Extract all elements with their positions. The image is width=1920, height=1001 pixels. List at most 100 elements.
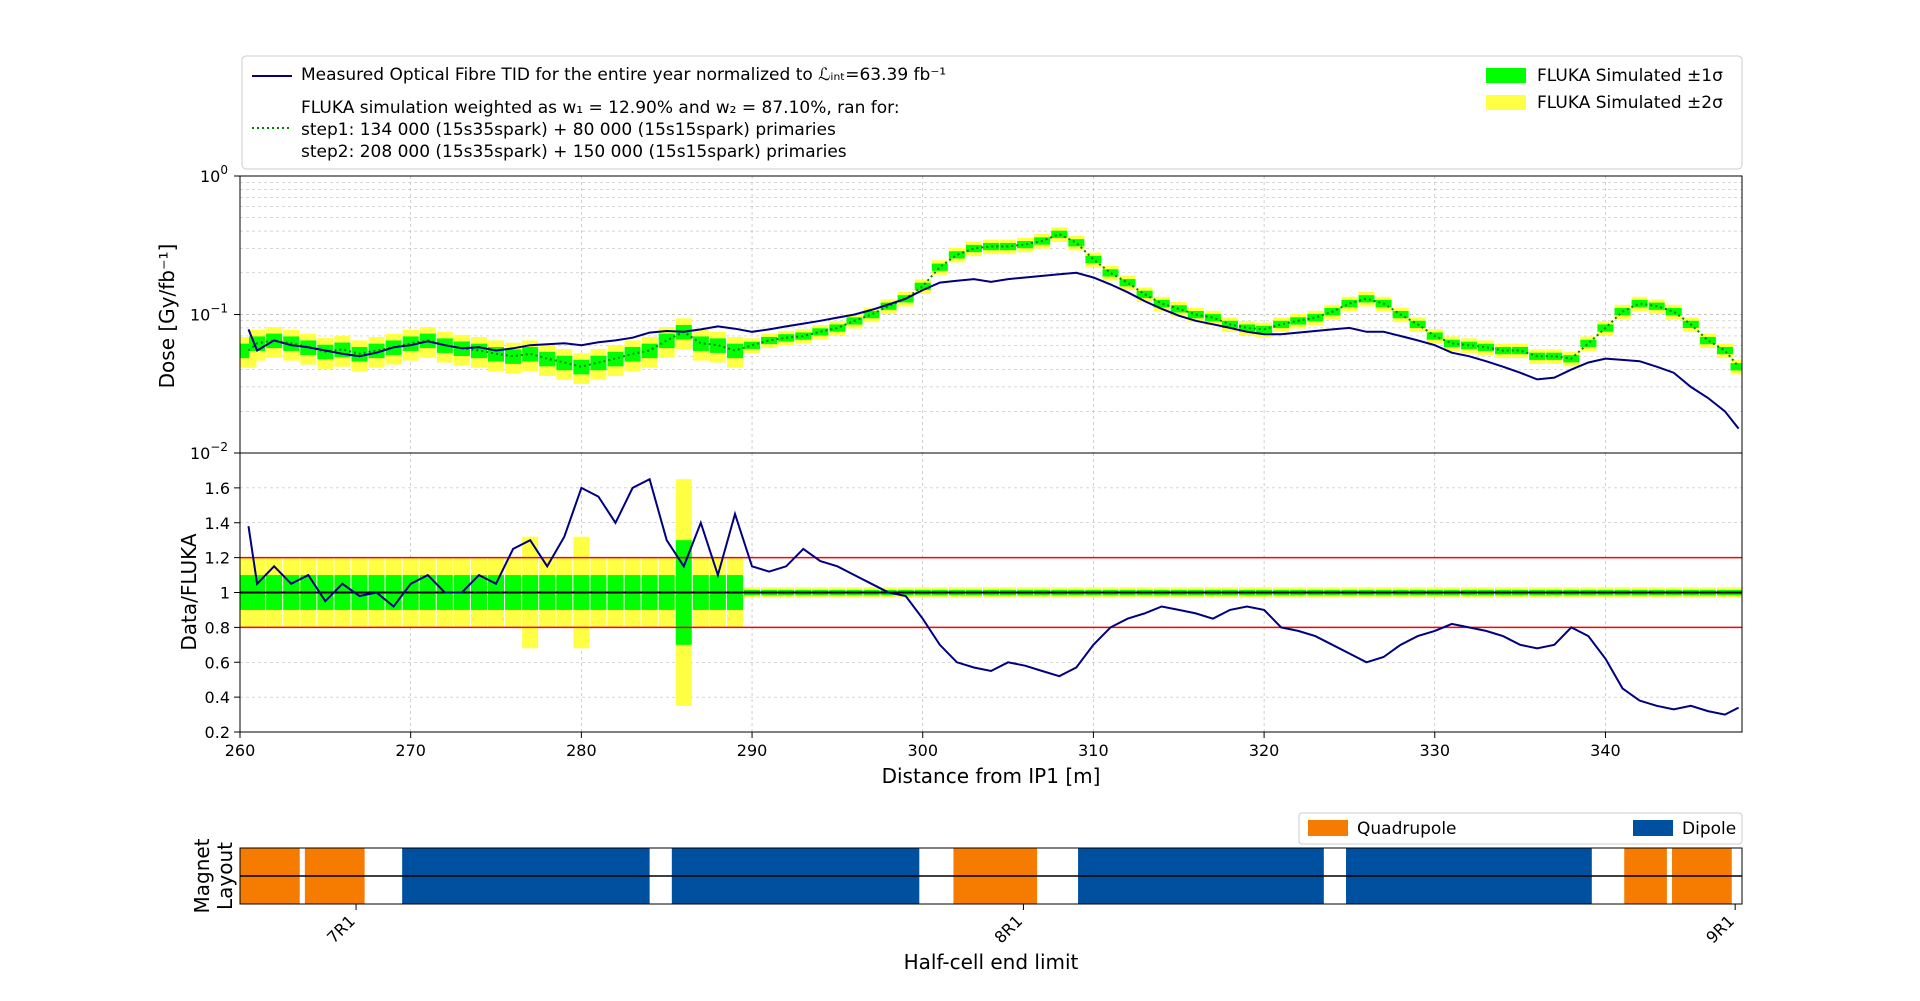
dose-1sigma-band <box>1102 269 1119 277</box>
ratio-y-tick-label: 1 <box>220 584 230 603</box>
dose-1sigma-band <box>726 343 743 359</box>
dose-1sigma-band <box>1477 343 1494 351</box>
ratio-line <box>247 477 1740 716</box>
ratio-y-tick-label: 0.4 <box>205 688 230 707</box>
dose-1sigma-band <box>931 263 948 271</box>
magnet-ticks: 7R1 8R1 9R1 <box>323 904 1738 947</box>
ratio-x-tick-label: 300 <box>907 741 938 760</box>
ratio-x-tick-label: 280 <box>566 741 597 760</box>
dose-1sigma-band <box>1580 339 1597 347</box>
legend-step2-label: step2: 208 000 (15s35spark) + 150 000 (1… <box>301 142 847 162</box>
magnet-x-tick-label: 9R1 <box>1702 911 1738 947</box>
dose-1sigma-band <box>863 310 880 319</box>
ratio-x-tick-label: 330 <box>1419 741 1450 760</box>
ratio-y-tick-label: 1.6 <box>205 479 230 498</box>
dose-1sigma-band <box>1153 300 1170 308</box>
dose-1sigma-band <box>641 343 658 359</box>
dose-1sigma-band <box>539 351 556 367</box>
legend-1sigma-swatch <box>1486 68 1526 83</box>
dose-1sigma-band <box>658 333 675 349</box>
dose-1sigma-band <box>590 355 607 371</box>
ratio-x-axis-label: Distance from IP1 [m] <box>882 764 1101 788</box>
dose-y-axis-label: Dose [Gy/fb⁻¹] <box>155 244 179 389</box>
dipole-swatch <box>1633 820 1673 836</box>
dose-1sigma-band <box>1443 339 1460 347</box>
dose-1sigma-band <box>573 359 590 375</box>
ratio-ticks: 0.2 0.4 0.6 0.8 1 1.2 1.4 1.6 260 270 280 290 300 310… <box>205 479 1621 760</box>
ratio-x-tick-label: 260 <box>225 741 256 760</box>
legend-2sigma-label: FLUKA Simulated ±2σ <box>1537 93 1723 113</box>
legend: Measured Optical Fibre TID for the entir… <box>241 55 1743 170</box>
legend-fluka-label: FLUKA simulation weighted as w₁ = 12.90%… <box>301 98 900 118</box>
magnet-x-tick-label: 7R1 <box>323 911 359 947</box>
dose-1sigma-band <box>1051 230 1068 238</box>
dose-1sigma-band <box>1716 346 1733 355</box>
dose-1sigma-band <box>505 349 522 364</box>
ratio-x-tick-label: 290 <box>737 741 768 760</box>
magnet-legend: Quadrupole Dipole <box>1298 812 1743 845</box>
ratio-y-tick-label: 0.2 <box>205 723 230 742</box>
dose-y-tick-label: 100 <box>200 163 228 186</box>
legend-2sigma-swatch <box>1486 95 1526 110</box>
dose-1sigma-band <box>1358 295 1375 303</box>
dose-1sigma-band <box>1170 305 1187 313</box>
dose-1sigma-band <box>1273 320 1290 328</box>
dose-1sigma-band <box>1631 300 1648 308</box>
dipole-legend-label: Dipole <box>1682 819 1736 839</box>
dose-1sigma-band <box>607 351 624 367</box>
dose-1sigma-band <box>1017 241 1034 249</box>
dose-1sigma-band <box>1204 314 1221 322</box>
dose-1sigma-band <box>556 355 573 371</box>
dose-1sigma-band <box>829 324 846 332</box>
dose-1sigma-band <box>812 328 829 336</box>
dose-1sigma-band <box>402 336 419 351</box>
dose-1sigma-band <box>1699 336 1716 345</box>
legend-measured-label: Measured Optical Fibre TID for the entir… <box>301 65 946 85</box>
dose-1sigma-band <box>1512 346 1529 355</box>
dose-1sigma-band <box>470 343 487 359</box>
dose-y-tick-label: 10−1 <box>190 302 228 325</box>
dose-panel: 10−2 10−1 100 Dose [Gy/fb⁻¹] <box>155 163 1743 463</box>
ratio-x-tick-label: 310 <box>1078 741 1109 760</box>
dose-1sigma-band <box>1239 324 1256 332</box>
dose-1sigma-band <box>1136 290 1153 298</box>
dose-1sigma-band <box>795 332 812 340</box>
dose-y-ticks: 10−2 10−1 100 <box>190 163 240 463</box>
dose-1sigma-band <box>709 338 726 353</box>
ratio-panel: 0.2 0.4 0.6 0.8 1 1.2 1.4 1.6 260 270 280 290 300 310… <box>177 452 1743 788</box>
dose-1sigma-band <box>965 244 982 253</box>
dose-1sigma-band <box>744 341 761 349</box>
dose-1sigma-band <box>778 334 795 342</box>
dose-1sigma-band <box>1068 239 1085 247</box>
ratio-y-tick-label: 1.2 <box>205 549 230 568</box>
dose-1sigma-band <box>1665 308 1682 316</box>
dose-1sigma-band <box>1341 300 1358 308</box>
quadrupole-swatch <box>1308 820 1348 836</box>
magnet-x-tick-label: 8R1 <box>991 911 1027 947</box>
dose-1sigma-band <box>1119 279 1136 287</box>
dose-1sigma-band <box>522 347 539 362</box>
ratio-y-axis-label: Data/FLUKA <box>177 533 201 651</box>
magnet-layout-panel: Quadrupole Dipole 7R1 8R1 9R1 Magnet Layou… <box>190 812 1743 974</box>
dose-y-tick-label: 10−2 <box>190 440 228 463</box>
dose-1sigma-band <box>948 251 965 259</box>
dose-1sigma-band <box>1085 255 1102 264</box>
ratio-y-tick-label: 1.4 <box>205 514 230 533</box>
dose-1sigma-band <box>880 302 897 310</box>
ratio-y-tick-label: 0.6 <box>205 653 230 672</box>
measured-tid-line <box>247 271 1740 430</box>
magnet-y-axis-label-line2: Layout <box>213 842 237 910</box>
legend-1sigma-label: FLUKA Simulated ±1σ <box>1537 66 1723 86</box>
dose-1sigma-band <box>1307 314 1324 322</box>
ratio-x-tick-label: 270 <box>395 741 426 760</box>
dose-1sigma-band <box>761 336 778 345</box>
ratio-x-tick-label: 320 <box>1249 741 1280 760</box>
dose-1sigma-band <box>914 282 931 290</box>
dose-1sigma-band <box>1730 363 1742 371</box>
ratio-y-tick-label: 0.8 <box>205 618 230 637</box>
dose-1sigma-band <box>983 242 999 251</box>
dose-1sigma-band <box>1546 352 1563 360</box>
ratio-x-tick-label: 340 <box>1590 741 1621 760</box>
legend-step1-label: step1: 134 000 (15s35spark) + 80 000 (15… <box>301 120 836 140</box>
